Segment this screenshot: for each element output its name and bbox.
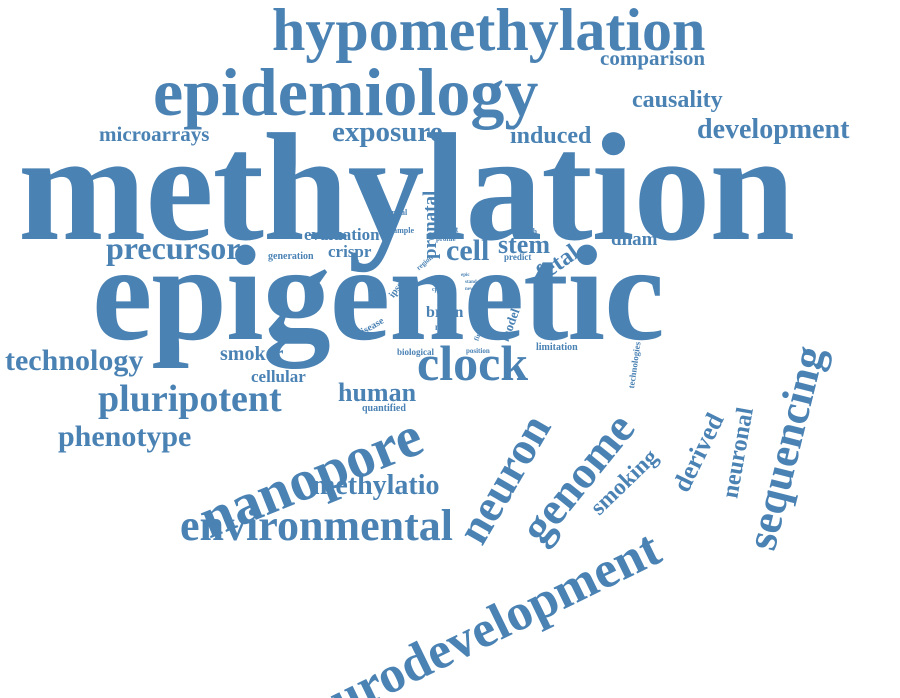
word-technology: technology: [5, 344, 144, 377]
word-epidemiology: epidemiology: [153, 54, 539, 130]
word-novel: novel: [435, 322, 456, 332]
word-hypomethylation: hypomethylation: [272, 0, 706, 63]
word-new: new: [465, 287, 474, 292]
word-methylation: methylation: [18, 103, 795, 273]
word-development: development: [697, 114, 850, 145]
word-microarrays: microarrays: [99, 122, 210, 146]
word-cohort: cohort: [436, 225, 459, 234]
word-stem: stem: [498, 230, 550, 259]
word-stand: stand: [465, 280, 477, 285]
word-epic: epic: [461, 273, 470, 278]
word-phenotype: phenotype: [58, 420, 192, 453]
word-sample: sample: [390, 226, 414, 235]
word-clock: clock: [417, 335, 529, 391]
word-methylatio: methylatio: [312, 470, 440, 501]
word-sequencing: sequencing: [736, 340, 835, 555]
word-generation: generation: [268, 251, 314, 262]
word-smoker: smoker: [220, 343, 284, 365]
word-induced: induced: [510, 123, 592, 149]
word-causality: causality: [632, 87, 723, 113]
word-precursor: precursor: [106, 230, 241, 266]
word-quantified: quantified: [362, 403, 406, 414]
word-comparison: comparison: [600, 46, 705, 70]
word-position: position: [466, 347, 490, 355]
word-epigenetic: epigenetic: [92, 219, 665, 369]
word-crispr: crispr: [328, 242, 372, 261]
word-environmental: environmental: [180, 501, 453, 550]
word-biological: biological: [397, 347, 435, 357]
word-dnam: dnam: [611, 229, 658, 250]
word-cpgs: cpgs: [432, 287, 444, 293]
word-exposure: exposure: [332, 116, 443, 148]
word-cell: cell: [446, 234, 490, 267]
word-predict: predict: [504, 252, 532, 262]
word-profile: profile: [436, 235, 456, 243]
word-limitation: limitation: [536, 342, 578, 353]
word-research: research: [508, 227, 538, 236]
word-pluripotent: pluripotent: [98, 378, 282, 420]
word-cellular: cellular: [251, 367, 306, 386]
word-brain: brain: [426, 304, 464, 321]
word-potential: potential: [377, 208, 408, 217]
word-human: human: [338, 378, 417, 407]
word-evaluation: evaluation: [304, 225, 380, 244]
